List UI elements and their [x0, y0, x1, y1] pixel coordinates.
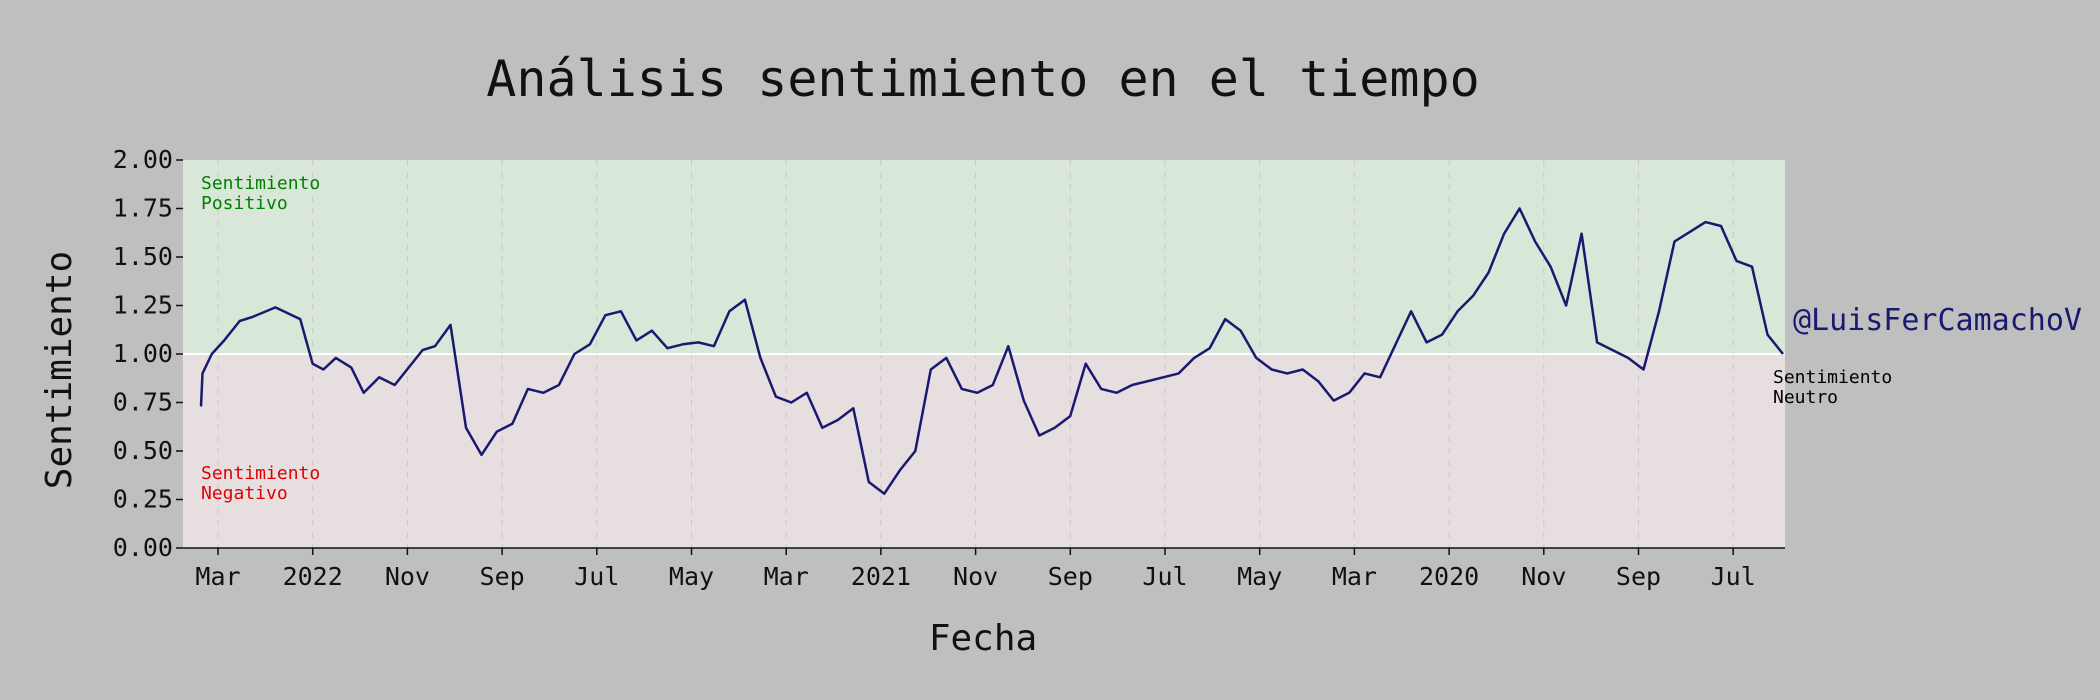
x-tick-label: 2021 [851, 562, 911, 591]
x-tick-label: May [669, 562, 714, 591]
neutral-zone-label: Sentimiento Neutro [1773, 367, 1903, 408]
x-tick-label: Nov [953, 562, 998, 591]
x-tick-label: 2020 [1419, 562, 1479, 591]
positive-region [183, 160, 1785, 354]
y-tick-label: 0.25 [113, 485, 173, 514]
x-tick-label: Sep [480, 562, 525, 591]
watermark-handle: @LuisFerCamachoV [1793, 303, 2082, 338]
x-axis-ticks: Mar 2022 Nov Sep Jul May Mar 2021 Nov Sep Jul May Ma… [195, 548, 1756, 591]
positive-zone-label: Sentimiento Positivo [201, 173, 331, 214]
x-tick-label: Mar [195, 562, 240, 591]
neutral-zone-line-2: Neutro [1773, 387, 1838, 408]
x-tick-label: 2022 [283, 562, 343, 591]
x-tick-label: Jul [1711, 562, 1756, 591]
y-tick-label: 1.00 [113, 339, 173, 368]
y-tick-label: 0.75 [113, 388, 173, 417]
y-tick-label: 2.00 [113, 145, 173, 174]
y-tick-label: 1.50 [113, 242, 173, 271]
negative-zone-line-1: Sentimiento [201, 463, 320, 484]
y-tick-label: 1.75 [113, 194, 173, 223]
x-tick-label: Sep [1616, 562, 1661, 591]
x-tick-label: Nov [1521, 562, 1566, 591]
sentiment-series-line [199, 207, 1784, 495]
neutral-zone-line-1: Sentimiento [1773, 367, 1892, 388]
positive-zone-line-2: Positivo [201, 193, 288, 214]
negative-zone-line-2: Negativo [201, 483, 288, 504]
x-tick-label: Jul [574, 562, 619, 591]
chart-title: Análisis sentimiento en el tiempo [486, 50, 1479, 108]
x-tick-label: Sep [1048, 562, 1093, 591]
y-tick-label: 0.00 [113, 533, 173, 562]
plot-area [183, 160, 1785, 549]
y-axis-ticks: 0.00 0.25 0.50 0.75 1.00 1.25 1.50 1.75 2.00 [113, 145, 183, 562]
x-tick-label: May [1237, 562, 1282, 591]
x-tick-label: Mar [1332, 562, 1377, 591]
x-axis-label: Fecha [929, 618, 1037, 659]
positive-zone-line-1: Sentimiento [201, 173, 320, 194]
y-tick-label: 0.50 [113, 436, 173, 465]
x-tick-label: Mar [764, 562, 809, 591]
negative-region [183, 354, 1785, 548]
y-axis-label: Sentimiento [39, 251, 80, 489]
x-tick-label: Nov [385, 562, 430, 591]
y-tick-label: 1.25 [113, 291, 173, 320]
x-tick-label: Jul [1142, 562, 1187, 591]
negative-zone-label: Sentimiento Negativo [201, 463, 331, 504]
